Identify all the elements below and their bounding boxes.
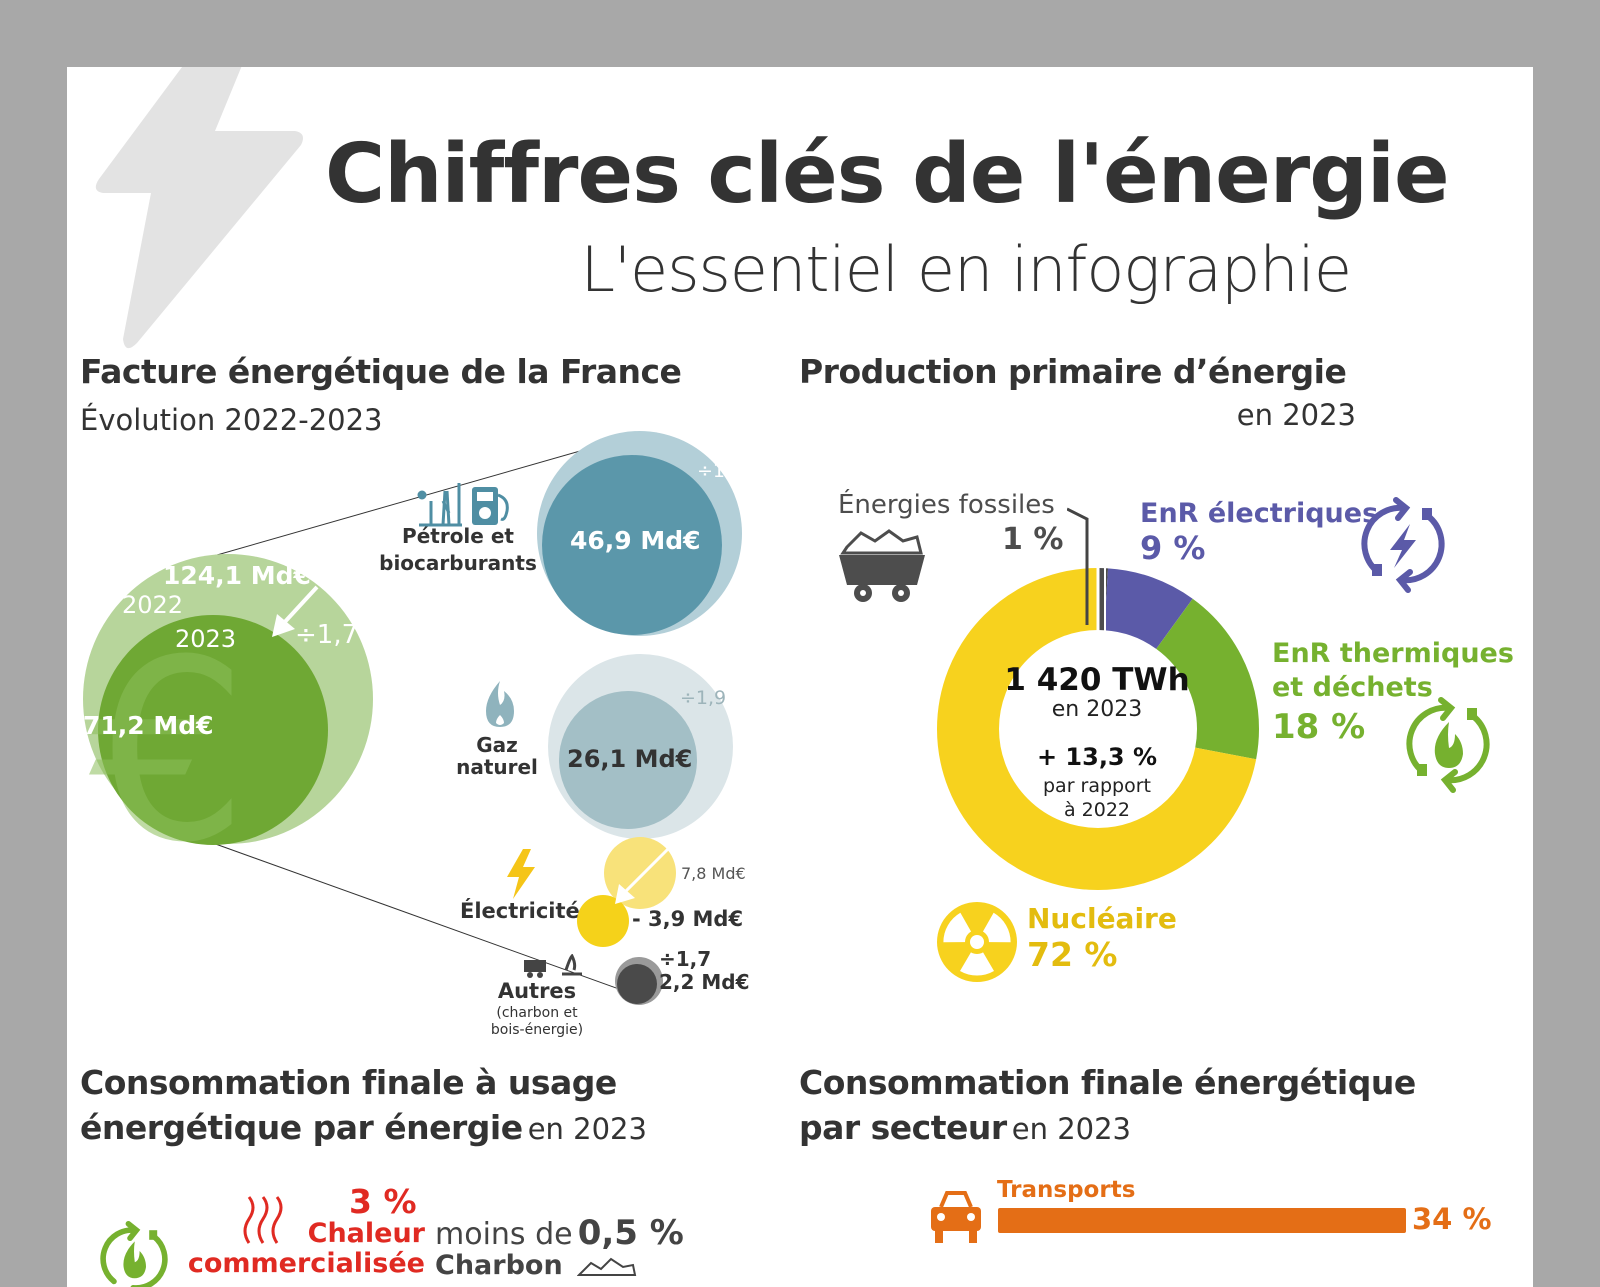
fossiles-label: Énergies fossiles <box>838 490 1055 520</box>
autres-note-line1: (charbon et <box>496 1005 578 1021</box>
conso-energie-title-suffix: en 2023 <box>527 1112 647 1146</box>
charbon-label: Charbon <box>435 1250 563 1281</box>
charbon-value-wrap: moins de 0,5 % <box>435 1213 684 1253</box>
chaleur-label: Chaleur commercialisée <box>188 1219 425 1279</box>
conso-secteur-title-line2-wrap: par secteur en 2023 <box>799 1108 1131 1147</box>
enr-thermiques-label-line2: et déchets <box>1272 672 1433 703</box>
renewable-thermal-cycle-icon <box>1406 697 1490 793</box>
electricity-bolt-icon <box>507 849 535 899</box>
total-2022-label: 2022 <box>122 591 184 619</box>
enr-electriques-value: 9 % <box>1140 529 1206 567</box>
petrole-2023-circle <box>542 455 722 635</box>
conso-secteur-title-line1: Consommation finale énergétique <box>799 1063 1416 1102</box>
conso-energie-title-line1: Consommation finale à usage <box>80 1063 617 1102</box>
infographic-card: Chiffres clés de l'énergie L'essentiel e… <box>67 67 1533 1287</box>
total-2022-value: 124,1 Md€ <box>163 561 311 590</box>
petrole-label-line2: biocarburants <box>379 551 537 575</box>
autres-note-line2: bois-énergie) <box>490 1022 584 1038</box>
page-title: Chiffres clés de l'énergie <box>325 127 1450 222</box>
petrole-label-line1: Pétrole et <box>402 524 514 548</box>
production-donut-chart <box>937 564 1259 890</box>
oil-pump-fuel-icon <box>417 483 509 527</box>
production-total: 1 420 TWh <box>1004 662 1190 698</box>
fossiles-value: 1 % <box>1002 522 1064 557</box>
radiation-icon <box>937 902 1017 982</box>
chaleur-value: 3 % <box>349 1182 417 1221</box>
change-label-line2: à 2022 <box>1063 799 1131 821</box>
enr-thermiques-label-line1: EnR thermiques <box>1272 638 1514 669</box>
gas-flame-icon <box>486 681 514 727</box>
electricite-value: - 3,9 Md€ <box>632 907 744 931</box>
arrow-down-left-icon <box>272 585 319 637</box>
production-subtitle: en 2023 <box>1236 398 1356 432</box>
conso-energie-title-line2-wrap: énergétique par énergie en 2023 <box>80 1108 647 1147</box>
petrole-label: Pétrole et biocarburants <box>373 523 543 577</box>
chaleur-label-line2: commercialisée <box>187 1248 425 1279</box>
renewable-thermal-cycle-icon <box>100 1221 168 1287</box>
charbon-value: 0,5 % <box>577 1213 684 1253</box>
total-2023-circle <box>98 615 328 845</box>
lightning-bolt-background-icon <box>95 67 303 349</box>
gaz-value: 26,1 Md€ <box>567 745 693 773</box>
autres-note: (charbon et bois-énergie) <box>487 1005 587 1039</box>
conso-secteur-title-suffix: en 2023 <box>1011 1112 1132 1146</box>
page-subtitle: L'essentiel en infographie <box>580 233 1352 306</box>
petrole-value: 46,9 Md€ <box>570 526 701 555</box>
gaz-label-line1: Gaz <box>476 733 518 757</box>
heat-waves-icon <box>243 1196 283 1244</box>
electricite-2022-value: 7,8 Md€ <box>681 864 746 883</box>
production-change-label: par rapport à 2022 <box>997 774 1197 822</box>
arrow-down-left-icon <box>615 846 671 904</box>
transports-bar <box>998 1208 1406 1233</box>
gaz-label: Gaz naturel <box>447 734 547 778</box>
coal-wood-icons <box>524 954 582 978</box>
facture-subtitle: Évolution 2022-2023 <box>80 403 383 437</box>
conso-energie-title-line2: énergétique par énergie <box>80 1108 523 1147</box>
coal-icon <box>577 1257 637 1276</box>
autres-ratio: ÷1,7 <box>659 947 712 971</box>
renewable-electric-cycle-icon <box>1361 497 1445 593</box>
euro-icon: € <box>89 606 249 897</box>
car-icon <box>931 1191 981 1243</box>
total-2023-label: 2023 <box>175 625 237 653</box>
enr-electriques-label: EnR électriques <box>1140 498 1379 529</box>
total-2023-value: 71,2 Md€ <box>83 711 214 740</box>
total-ratio: ÷1,7 <box>295 620 359 650</box>
autres-2023-circle <box>617 964 657 1004</box>
facture-title: Facture énergétique de la France <box>80 352 682 391</box>
enr-thermiques-value: 18 % <box>1272 707 1366 747</box>
nucleaire-value: 72 % <box>1027 935 1118 974</box>
electricite-label: Électricité <box>460 899 580 923</box>
autres-value: 2,2 Md€ <box>659 970 750 994</box>
production-change: + 13,3 % <box>1036 743 1158 771</box>
gaz-2023-circle <box>559 691 697 829</box>
fossiles-leader-line <box>1067 507 1089 625</box>
nucleaire-label: Nucléaire <box>1027 902 1177 935</box>
transports-label: Transports <box>997 1177 1136 1203</box>
change-label-line1: par rapport <box>1042 775 1152 797</box>
chaleur-label-line1: Chaleur <box>307 1218 425 1249</box>
facture-connector-lines <box>209 440 645 999</box>
production-title: Production primaire d’énergie <box>799 352 1347 391</box>
conso-secteur-title-line2: par secteur <box>799 1108 1007 1147</box>
enr-thermiques-label: EnR thermiques et déchets <box>1272 637 1514 705</box>
gaz-ratio: ÷1,9 <box>680 687 727 709</box>
electricite-2023-circle <box>577 895 629 947</box>
petrole-ratio: ÷1,3 <box>697 460 744 482</box>
production-year: en 2023 <box>1051 697 1143 722</box>
coal-cart-icon <box>839 529 925 602</box>
electricite-2022-circle <box>604 837 676 909</box>
autres-label: Autres <box>497 979 577 1003</box>
gaz-label-line2: naturel <box>456 755 538 779</box>
transports-value: 34 % <box>1412 1202 1492 1236</box>
charbon-prefix: moins de <box>435 1217 573 1252</box>
